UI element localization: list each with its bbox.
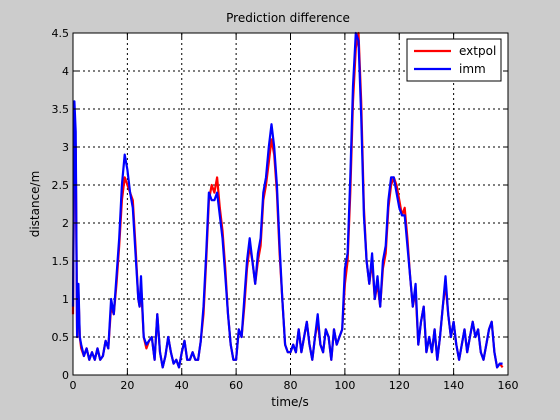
y-axis-label: distance/m <box>28 171 42 238</box>
y-tick-label-5: 2.5 <box>52 179 70 192</box>
y-tick-label-4: 2 <box>62 217 69 230</box>
x-tick-label-4: 80 <box>284 379 298 392</box>
y-tick-label-2: 1 <box>62 293 69 306</box>
legend-label-extpol: extpol <box>459 44 496 58</box>
legend-label-imm: imm <box>459 62 486 76</box>
x-tick-label-6: 120 <box>389 379 410 392</box>
legend: extpol imm <box>406 38 502 82</box>
x-tick-label-3: 60 <box>229 379 243 392</box>
y-tick-label-6: 3 <box>62 141 69 154</box>
x-tick-label-8: 160 <box>498 379 519 392</box>
y-tick-label-1: 0.5 <box>52 331 70 344</box>
x-tick-labels: 0 20 40 60 80 100 120 140 160 <box>70 379 519 392</box>
y-tick-label-8: 4 <box>62 65 69 78</box>
x-tick-label-1: 20 <box>120 379 134 392</box>
x-tick-label-2: 40 <box>175 379 189 392</box>
x-tick-label-7: 140 <box>443 379 464 392</box>
y-tick-label-7: 3.5 <box>52 103 70 116</box>
series-line-imm <box>71 31 503 369</box>
x-tick-label-0: 0 <box>70 379 77 392</box>
y-tick-labels: 0 0.5 1 1.5 2 2.5 3 3.5 4 4.5 <box>52 27 70 382</box>
y-tick-label-0: 0 <box>62 369 69 382</box>
y-tick-label-3: 1.5 <box>52 255 70 268</box>
chart-title: Prediction difference <box>226 11 350 25</box>
grid <box>73 33 508 375</box>
plot-area <box>71 31 509 376</box>
x-axis-label: time/s <box>271 395 308 409</box>
ticks <box>72 32 509 376</box>
legend-box <box>406 38 502 82</box>
x-tick-label-5: 100 <box>334 379 355 392</box>
series-layer <box>71 31 504 369</box>
y-tick-label-9: 4.5 <box>52 27 70 40</box>
